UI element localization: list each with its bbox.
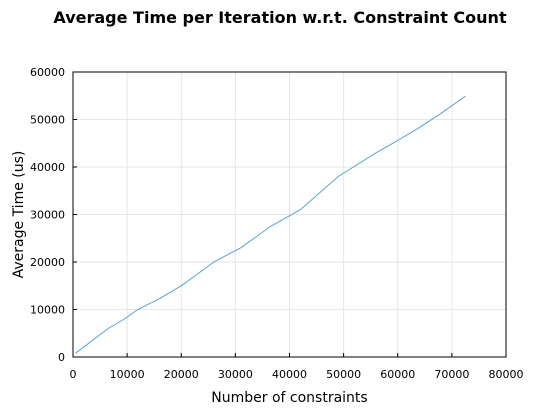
- x-tick-label: 40000: [272, 368, 307, 381]
- x-tick-label: 20000: [164, 368, 199, 381]
- y-tick-label: 50000: [30, 114, 65, 127]
- y-tick-label: 60000: [30, 66, 65, 79]
- series-line: [75, 95, 466, 354]
- chart-title: Average Time per Iteration w.r.t. Constr…: [53, 8, 507, 27]
- plot-frame: [72, 71, 507, 358]
- grid: [72, 71, 507, 358]
- y-axis-label: Average Time (us): [11, 151, 27, 279]
- x-tick-label: 60000: [380, 368, 415, 381]
- y-tick-label: 20000: [30, 256, 65, 269]
- x-tick-label: 70000: [434, 368, 469, 381]
- x-tick-label: 10000: [110, 368, 145, 381]
- y-tick-label: 40000: [30, 161, 65, 174]
- x-axis-label: Number of constraints: [211, 390, 367, 406]
- y-tick-label: 30000: [30, 209, 65, 222]
- x-tick-label: 80000: [489, 368, 524, 381]
- y-tick-label: 0: [58, 351, 65, 364]
- axis-ticks: 0 10000 20000 30000 40000 50000 60000 70000 8000…: [30, 66, 524, 381]
- y-tick-label: 10000: [30, 304, 65, 317]
- series-layer: [75, 95, 466, 354]
- x-tick-label: 30000: [218, 368, 253, 381]
- x-tick-label: 50000: [326, 368, 361, 381]
- x-tick-label: 0: [70, 368, 77, 381]
